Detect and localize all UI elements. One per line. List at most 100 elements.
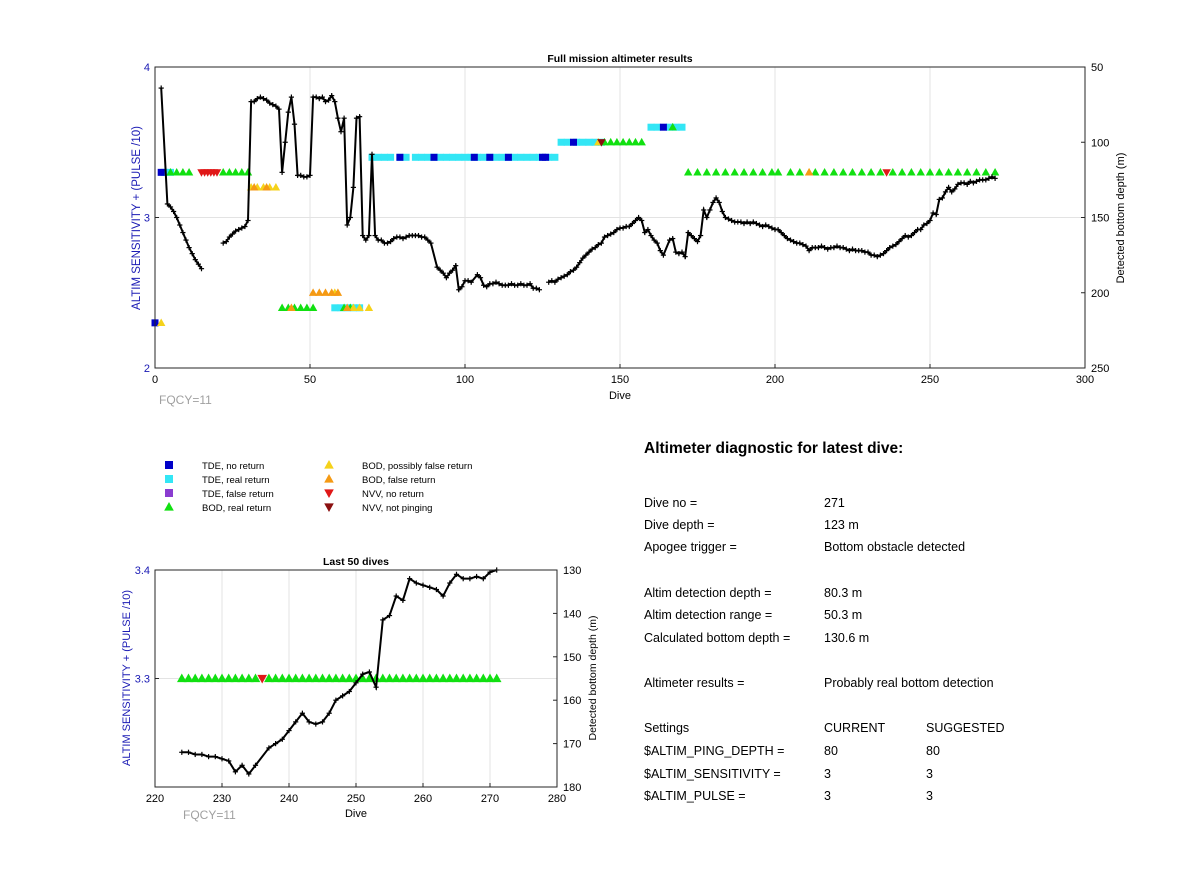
bottom-depth-point bbox=[750, 219, 756, 225]
bottom-depth-point bbox=[667, 237, 673, 243]
bottom-depth-point bbox=[893, 241, 899, 248]
setting-current: 3 bbox=[824, 767, 831, 781]
bottom-depth-point bbox=[887, 245, 893, 251]
bottom-depth-point bbox=[902, 232, 908, 239]
main-marks bbox=[151, 85, 1000, 327]
bottom-depth-point bbox=[251, 99, 257, 105]
bottom-depth-point bbox=[199, 751, 205, 758]
bottom-depth-point bbox=[719, 208, 725, 215]
legend-marker-tde-real-return bbox=[165, 475, 173, 483]
bottom-depth-point bbox=[369, 151, 375, 157]
zoom-x-axis-label: Dive bbox=[345, 808, 367, 820]
bottom-depth-point bbox=[344, 222, 350, 228]
legend-marker-bod-real-return bbox=[164, 502, 174, 511]
marker-bod-real-return bbox=[820, 168, 829, 176]
setting-suggested: 80 bbox=[926, 744, 940, 758]
bottom-depth-point bbox=[515, 282, 521, 288]
bottom-depth-point bbox=[688, 232, 694, 239]
bottom-depth-point bbox=[329, 92, 335, 99]
bottom-depth-point bbox=[260, 96, 267, 102]
bottom-depth-point bbox=[254, 96, 260, 102]
settings-label: Settings bbox=[644, 721, 690, 735]
bottom-depth-line bbox=[181, 569, 498, 776]
marker-bod-real-return bbox=[458, 673, 468, 683]
bottom-depth-point bbox=[288, 94, 294, 100]
y-left-tick-label: 2 bbox=[144, 363, 150, 375]
bottom-depth-point bbox=[353, 115, 360, 121]
marker-bod-real-return bbox=[277, 303, 287, 311]
diag-label: Altimeter results = bbox=[644, 676, 745, 690]
marker-bod-real-return bbox=[888, 168, 897, 176]
bottom-depth-point bbox=[177, 222, 183, 228]
bottom-depth-point bbox=[580, 255, 586, 261]
setting-label: $ALTIM_PULSE = bbox=[644, 789, 746, 803]
bottom-depth-point bbox=[508, 281, 515, 287]
bottom-depth-point bbox=[332, 99, 338, 105]
marker-tde-real-return bbox=[672, 123, 680, 131]
marker-bod-real-return bbox=[972, 168, 981, 176]
bottom-depth-point bbox=[434, 264, 440, 270]
bottom-depth-point bbox=[326, 97, 332, 103]
bottom-depth-point bbox=[440, 593, 446, 599]
bottom-depth-point bbox=[763, 222, 769, 228]
marker-bod-real-return bbox=[897, 168, 907, 176]
marker-tde-real-return bbox=[492, 153, 500, 161]
legend-item-tde-real-return: TDE, real return bbox=[165, 475, 270, 486]
bottom-depth-point bbox=[676, 251, 682, 257]
bottom-depth-point bbox=[884, 248, 890, 254]
bottom-depth-point bbox=[357, 114, 363, 120]
legend-marker-tde-false-return bbox=[165, 489, 173, 497]
bottom-depth-point bbox=[818, 243, 825, 249]
bottom-depth-point bbox=[319, 94, 325, 100]
bottom-depth-point bbox=[859, 248, 865, 254]
bottom-depth-line bbox=[160, 88, 203, 270]
bottom-depth-point bbox=[815, 245, 821, 251]
y-right-tick-label: 250 bbox=[1091, 363, 1109, 375]
legend-label: NVV, not pinging bbox=[362, 503, 432, 514]
bottom-depth-point bbox=[174, 214, 180, 221]
bottom-depth-point bbox=[722, 214, 728, 221]
diag-value: 123 m bbox=[824, 518, 859, 532]
bottom-depth-point bbox=[611, 229, 617, 236]
marker-bod-real-return bbox=[418, 673, 428, 683]
bottom-depth-point bbox=[713, 195, 719, 201]
bottom-depth-point bbox=[707, 207, 713, 213]
marker-bod-real-return bbox=[767, 168, 777, 176]
marker-nvv-no-return bbox=[882, 169, 891, 177]
bottom-depth-point bbox=[459, 284, 465, 290]
bottom-depth-point bbox=[366, 669, 372, 675]
bottom-depth-point bbox=[397, 234, 403, 240]
bottom-depth-point bbox=[480, 576, 486, 582]
marker-nvv-not-pinging bbox=[597, 139, 606, 147]
diag-value: Bottom obstacle detected bbox=[824, 540, 966, 554]
legend-label: TDE, false return bbox=[202, 489, 274, 500]
bottom-depth-point bbox=[614, 226, 620, 233]
bottom-depth-point bbox=[285, 109, 291, 115]
bottom-depth-point bbox=[179, 749, 185, 755]
zoom-fqcy-label: FQCY=11 bbox=[183, 808, 236, 822]
marker-bod-real-return bbox=[357, 673, 368, 683]
bottom-depth-point bbox=[363, 237, 369, 243]
bottom-depth-point bbox=[632, 217, 639, 224]
bottom-depth-point bbox=[533, 285, 539, 291]
marker-tde-real-return bbox=[563, 138, 571, 146]
marker-bod-real-return bbox=[990, 168, 1000, 176]
bottom-depth-point bbox=[279, 736, 285, 742]
bottom-depth-point bbox=[983, 177, 989, 183]
diag-label: Dive no = bbox=[644, 496, 698, 510]
bottom-depth-point bbox=[189, 251, 195, 257]
bottom-depth-point bbox=[226, 758, 232, 764]
bottom-depth-point bbox=[905, 234, 911, 240]
marker-bod-possibly-false-return bbox=[349, 303, 358, 311]
settings-current-header: CURRENT bbox=[824, 721, 886, 735]
bottom-depth-point bbox=[927, 217, 933, 224]
bottom-depth-point bbox=[400, 597, 406, 603]
bottom-depth-point bbox=[350, 184, 356, 190]
bottom-depth-point bbox=[595, 241, 601, 248]
bottom-depth-point bbox=[636, 214, 642, 221]
marker-bod-real-return bbox=[431, 673, 442, 683]
bottom-depth-point bbox=[273, 103, 279, 109]
bottom-depth-point bbox=[158, 85, 164, 91]
marker-bod-real-return bbox=[304, 673, 314, 683]
